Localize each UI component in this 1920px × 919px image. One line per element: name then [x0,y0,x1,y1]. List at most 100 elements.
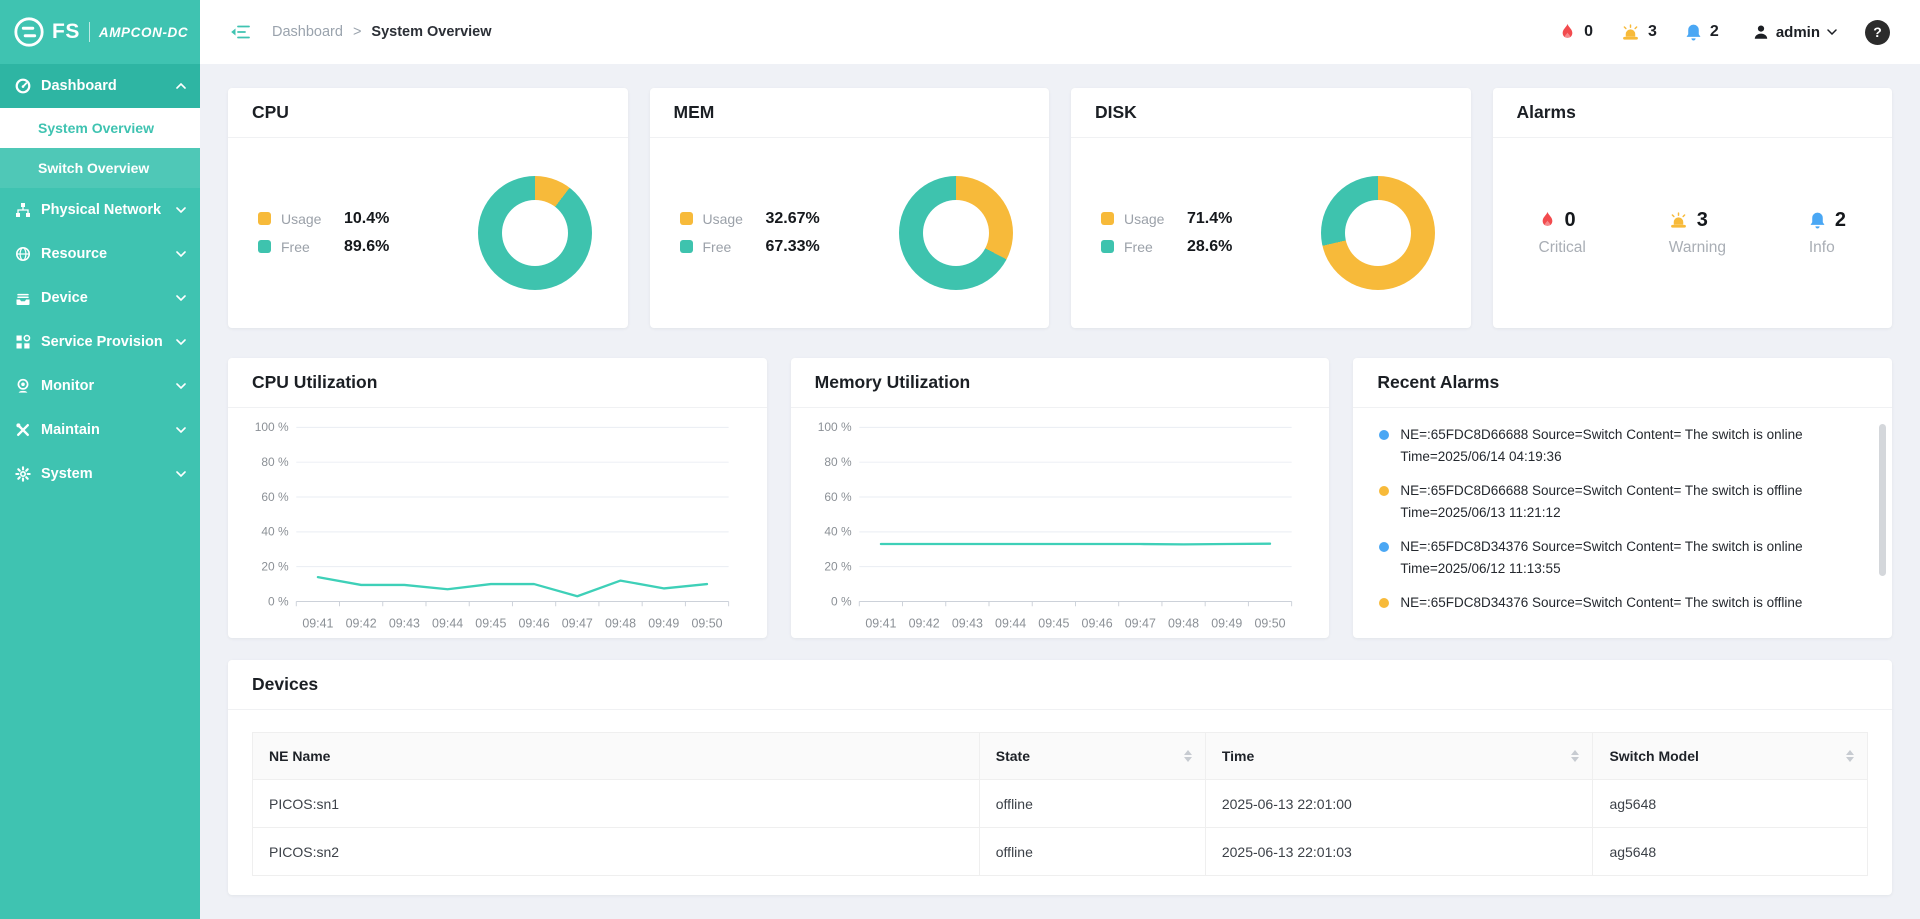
svg-text:09:47: 09:47 [1124,616,1155,630]
svg-text:09:44: 09:44 [432,616,463,630]
recent-alarms-list: NE=:65FDC8D66688 Source=Switch Content= … [1353,408,1892,637]
usage-swatch [258,212,271,225]
globe-icon [16,247,30,261]
sidebar-item-label: Dashboard [41,78,117,94]
legend-free: Free 89.6% [258,238,389,256]
sort-carets-icon[interactable] [1571,750,1580,762]
breadcrumb-parent[interactable]: Dashboard [272,24,343,40]
brand-fs-text: FS [52,20,80,43]
alarm-list-item: NE=:65FDC8D66688 Source=Switch Content= … [1379,424,1862,468]
sidebar-item-label: System [41,466,93,482]
chevron-down-icon [176,339,186,345]
help-button[interactable]: ? [1865,19,1890,45]
warning-stat: 3 Warning [1669,209,1726,257]
warning-count: 3 [1648,23,1657,40]
tools-icon [16,423,29,436]
legend-usage: Usage 10.4% [258,210,389,228]
fs-logo-icon [14,17,44,47]
svg-text:09:47: 09:47 [562,616,593,630]
sort-carets-icon[interactable] [1846,750,1854,762]
alarm-time: Time=2025/06/12 11:13:55 [1400,561,1561,576]
critical-count: 0 [1584,23,1593,40]
apps-grid-icon [16,334,31,349]
legend-usage: Usage 71.4% [1101,210,1232,228]
alarm-list-item: NE=:65FDC8D34376 Source=Switch Content= … [1379,536,1862,580]
mem-card: MEM Usage 32.67% Free 67.33% [649,88,1049,328]
column-header-time[interactable]: Time [1204,732,1594,780]
sidebar-item-label: Switch Overview [38,160,150,176]
sidebar-item-label: Device [41,290,88,306]
usage-swatch [679,212,693,225]
sidebar-item-device[interactable]: Device [0,276,200,320]
alarm-severity-dot [1379,430,1390,440]
user-menu[interactable]: admin [1753,24,1837,41]
sort-carets-icon[interactable] [1183,750,1192,762]
username: admin [1775,23,1820,41]
svg-text:0 %: 0 % [831,594,852,608]
flame-icon [1542,211,1552,228]
memory-utilization-chart: 0 % 20 % 40 % 60 % 80 % 100 % 09:41 09:42 09:43 0… [817,420,1292,630]
main-area: Dashboard > System Overview 0 [200,0,1920,919]
svg-text:100 %: 100 % [255,420,289,434]
sidebar-item-monitor[interactable]: Monitor [0,364,200,408]
gear-icon [15,466,31,482]
sidebar-item-label: System Overview [38,120,154,136]
sidebar-item-maintain[interactable]: Maintain [0,408,200,452]
info-count: 2 [1834,208,1846,231]
menu-fold-icon[interactable] [230,24,250,40]
cpu-utilization-card: CPU Utilization 0 % 20 % 40 % 60 % 80 % 100 %… [228,358,767,638]
critical-count: 0 [1564,208,1576,231]
brand-divider [88,22,90,42]
mem-card-title: MEM [649,88,1049,138]
svg-text:09:45: 09:45 [1038,616,1069,630]
svg-text:40 %: 40 % [824,525,852,539]
critical-label: Critical [1538,238,1586,256]
legend-free: Free 28.6% [1101,238,1232,256]
free-value: 67.33% [765,237,820,255]
recent-alarms-title: Recent Alarms [1353,358,1892,408]
svg-text:09:41: 09:41 [302,616,333,630]
svg-text:09:46: 09:46 [1081,616,1112,630]
siren-icon [1670,211,1686,228]
alarm-severity-dot [1379,542,1390,552]
sidebar-item-switch-overview[interactable]: Switch Overview [0,148,200,188]
free-label: Free [1124,238,1153,255]
info-alarm-counter[interactable]: 2 [1685,23,1719,42]
critical-stat: 0 Critical [1539,209,1586,257]
scrollbar-thumb[interactable] [1879,424,1886,576]
warning-count: 3 [1696,208,1708,231]
alarms-card: Alarms 0 Critical [1492,88,1892,328]
free-swatch [679,240,693,253]
disk-card-title: DISK [1071,88,1471,138]
svg-text:09:43: 09:43 [951,616,982,630]
chevron-down-icon [176,471,186,477]
cell-ne-name: PICOS:sn2 [252,827,980,876]
cell-time: 2025-06-13 22:01:03 [1204,827,1594,876]
mem-legend: Usage 32.67% Free 67.33% [679,200,820,266]
sidebar-item-service-provision[interactable]: Service Provision [0,320,200,364]
sidebar-item-system-overview[interactable]: System Overview [0,108,200,148]
chevron-down-icon [176,207,186,213]
critical-alarm-counter[interactable]: 0 [1559,23,1593,42]
sidebar-item-resource[interactable]: Resource [0,232,200,276]
alarm-text: NE=:65FDC8D34376 Source=Switch Content= … [1400,595,1803,610]
sidebar-item-label: Maintain [41,422,100,438]
column-header-switch-model[interactable]: Switch Model [1592,732,1868,780]
usage-value: 71.4% [1187,209,1233,227]
alarm-time: Time=2025/06/13 11:21:12 [1400,505,1561,520]
warning-alarm-counter[interactable]: 3 [1621,23,1657,41]
usage-label: Usage [702,210,743,227]
column-header-state[interactable]: State [978,732,1206,780]
svg-text:60 %: 60 % [261,490,289,504]
cpu-card: CPU Usage 10.4% Free 89.6% [228,88,628,328]
svg-text:09:49: 09:49 [1211,616,1242,630]
breadcrumb-separator: > [352,24,362,40]
sidebar-item-physical-network[interactable]: Physical Network [0,188,200,232]
warning-label: Warning [1668,238,1726,256]
stats-row: CPU Usage 10.4% Free 89.6% [228,88,1892,328]
sidebar-item-system[interactable]: System [0,452,200,496]
sidebar-item-label: Physical Network [41,202,162,218]
disk-legend: Usage 71.4% Free 28.6% [1101,200,1232,266]
sidebar-item-label: Resource [41,246,108,262]
sidebar-item-dashboard[interactable]: Dashboard [0,64,200,108]
